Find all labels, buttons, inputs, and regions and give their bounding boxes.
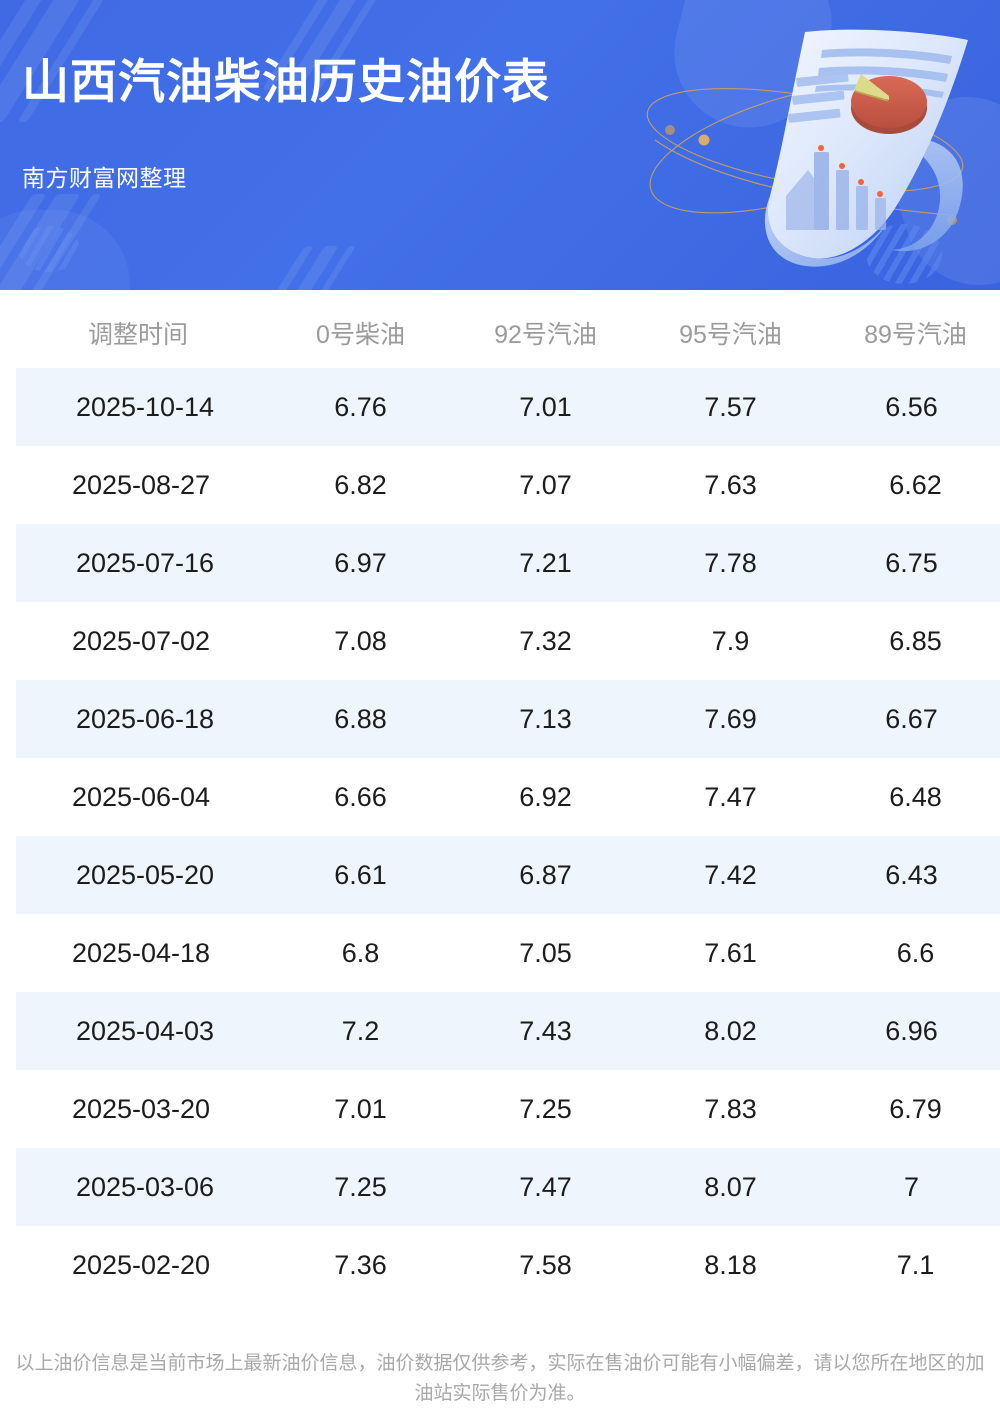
cell-diesel-0: 6.88 [268, 680, 453, 758]
cell-diesel-0: 6.61 [268, 836, 453, 914]
cell-date: 2025-10-14 [0, 368, 268, 446]
cell-date: 2025-03-20 [8, 1070, 268, 1148]
table-row: 2025-06-18 6.88 7.13 7.69 6.67 [0, 680, 1000, 758]
page-title: 山西汽油柴油历史油价表 [22, 55, 550, 108]
cell-petrol-95: 7.69 [638, 680, 823, 758]
cell-diesel-0: 7.36 [268, 1226, 453, 1304]
cell-date: 2025-07-16 [0, 524, 268, 602]
cell-petrol-92: 7.47 [453, 1148, 638, 1226]
cell-petrol-95: 7.83 [638, 1070, 823, 1148]
striped-circle-bottom-left-decoration [18, 226, 80, 272]
cell-petrol-92: 7.07 [453, 446, 638, 524]
oil-price-table: 调整时间 0号柴油 92号汽油 95号汽油 89号汽油 2025-10-14 6.… [0, 298, 1000, 1304]
cell-petrol-92: 7.25 [453, 1070, 638, 1148]
cell-date: 2025-07-02 [8, 602, 268, 680]
cell-date: 2025-04-03 [0, 992, 268, 1070]
cell-diesel-0: 6.8 [268, 914, 453, 992]
table-row: 2025-03-06 7.25 7.47 8.07 7 [0, 1148, 1000, 1226]
cell-date: 2025-04-18 [8, 914, 268, 992]
banner-subtitle: 南方财富网整理 [22, 164, 187, 191]
banner-text-group: 山西汽油柴油历史油价表 南方财富网整理 [22, 55, 550, 193]
disclaimer-text: 以上油价信息是当前市场上最新油价信息，油价数据仅供参考，实际在售油价可能有小幅偏… [15, 1353, 985, 1404]
cell-petrol-89: 6.79 [823, 1070, 1000, 1148]
table-row: 2025-05-20 6.61 6.87 7.42 6.43 [0, 836, 1000, 914]
cell-petrol-92: 7.13 [453, 680, 638, 758]
cell-petrol-95: 7.9 [638, 602, 823, 680]
striped-circle-bottom-right-decoration [866, 224, 942, 284]
column-header-petrol-92: 92号汽油 [453, 298, 638, 368]
cell-petrol-89: 6.48 [823, 758, 1000, 836]
column-header-diesel-0: 0号柴油 [268, 298, 453, 368]
cell-petrol-89: 6.56 [823, 368, 1000, 446]
cell-date: 2025-03-06 [0, 1148, 268, 1226]
column-header-petrol-95: 95号汽油 [638, 298, 823, 368]
cell-date: 2025-02-20 [8, 1226, 268, 1304]
table-row: 2025-06-04 6.66 6.92 7.47 6.48 [8, 758, 1000, 836]
table-header-row: 调整时间 0号柴油 92号汽油 95号汽油 89号汽油 [8, 298, 1000, 368]
column-header-date: 调整时间 [8, 298, 268, 368]
cell-petrol-95: 7.42 [638, 836, 823, 914]
cell-petrol-89: 6.85 [823, 602, 1000, 680]
cell-petrol-95: 7.47 [638, 758, 823, 836]
cell-petrol-92: 7.21 [453, 524, 638, 602]
table-row: 2025-07-02 7.08 7.32 7.9 6.85 [8, 602, 1000, 680]
cell-diesel-0: 6.97 [268, 524, 453, 602]
cell-date: 2025-05-20 [0, 836, 268, 914]
table-body: 2025-10-14 6.76 7.01 7.57 6.56 2025-08-27 6.82… [0, 368, 1000, 1304]
cell-petrol-92: 6.92 [453, 758, 638, 836]
cell-petrol-89: 6.62 [823, 446, 1000, 524]
cell-diesel-0: 7.08 [268, 602, 453, 680]
cell-petrol-92: 6.87 [453, 836, 638, 914]
diagonal-stripes-middle-decoration [267, 246, 406, 290]
cell-petrol-89: 7.1 [823, 1226, 1000, 1304]
cell-date: 2025-06-18 [0, 680, 268, 758]
column-header-petrol-89: 89号汽油 [823, 298, 1000, 368]
cell-petrol-92: 7.58 [453, 1226, 638, 1304]
table-row: 2025-07-16 6.97 7.21 7.78 6.75 [0, 524, 1000, 602]
table-row: 2025-04-18 6.8 7.05 7.61 6.6 [8, 914, 1000, 992]
cell-petrol-92: 7.05 [453, 914, 638, 992]
table-header: 调整时间 0号柴油 92号汽油 95号汽油 89号汽油 [8, 298, 1000, 368]
cell-petrol-89: 6.67 [823, 680, 1000, 758]
cell-petrol-89: 6.43 [823, 836, 1000, 914]
cell-petrol-92: 7.43 [453, 992, 638, 1070]
cell-diesel-0: 7.2 [268, 992, 453, 1070]
cell-petrol-89: 6.75 [823, 524, 1000, 602]
cell-petrol-95: 7.78 [638, 524, 823, 602]
table-row: 2025-03-20 7.01 7.25 7.83 6.79 [8, 1070, 1000, 1148]
cell-petrol-92: 7.32 [453, 602, 638, 680]
cell-diesel-0: 6.66 [268, 758, 453, 836]
cell-petrol-92: 7.01 [453, 368, 638, 446]
table-row: 2025-04-03 7.2 7.43 8.02 6.96 [0, 992, 1000, 1070]
cell-diesel-0: 6.76 [268, 368, 453, 446]
cell-date: 2025-06-04 [8, 758, 268, 836]
cell-petrol-95: 8.07 [638, 1148, 823, 1226]
cell-diesel-0: 7.01 [268, 1070, 453, 1148]
table-row: 2025-08-27 6.82 7.07 7.63 6.62 [8, 446, 1000, 524]
table-row: 2025-02-20 7.36 7.58 8.18 7.1 [8, 1226, 1000, 1304]
cell-date: 2025-08-27 [8, 446, 268, 524]
cell-petrol-95: 7.61 [638, 914, 823, 992]
cell-petrol-89: 7 [823, 1148, 1000, 1226]
cell-petrol-95: 7.63 [638, 446, 823, 524]
cell-petrol-89: 6.6 [823, 914, 1000, 992]
footer-disclaimer: 以上油价信息是当前市场上最新油价信息，油价数据仅供参考，实际在售油价可能有小幅偏… [0, 1349, 1000, 1426]
cell-diesel-0: 6.82 [268, 446, 453, 524]
table-row: 2025-10-14 6.76 7.01 7.57 6.56 [0, 368, 1000, 446]
cell-petrol-95: 8.18 [638, 1226, 823, 1304]
cell-diesel-0: 7.25 [268, 1148, 453, 1226]
cell-petrol-95: 8.02 [638, 992, 823, 1070]
rounded-blob-top-right-decoration [658, 0, 848, 144]
price-table-container: 调整时间 0号柴油 92号汽油 95号汽油 89号汽油 2025-10-14 6.… [0, 290, 1000, 1304]
header-banner: 山西汽油柴油历史油价表 南方财富网整理 [0, 0, 1000, 290]
cell-petrol-89: 6.96 [823, 992, 1000, 1070]
cell-petrol-95: 7.57 [638, 368, 823, 446]
